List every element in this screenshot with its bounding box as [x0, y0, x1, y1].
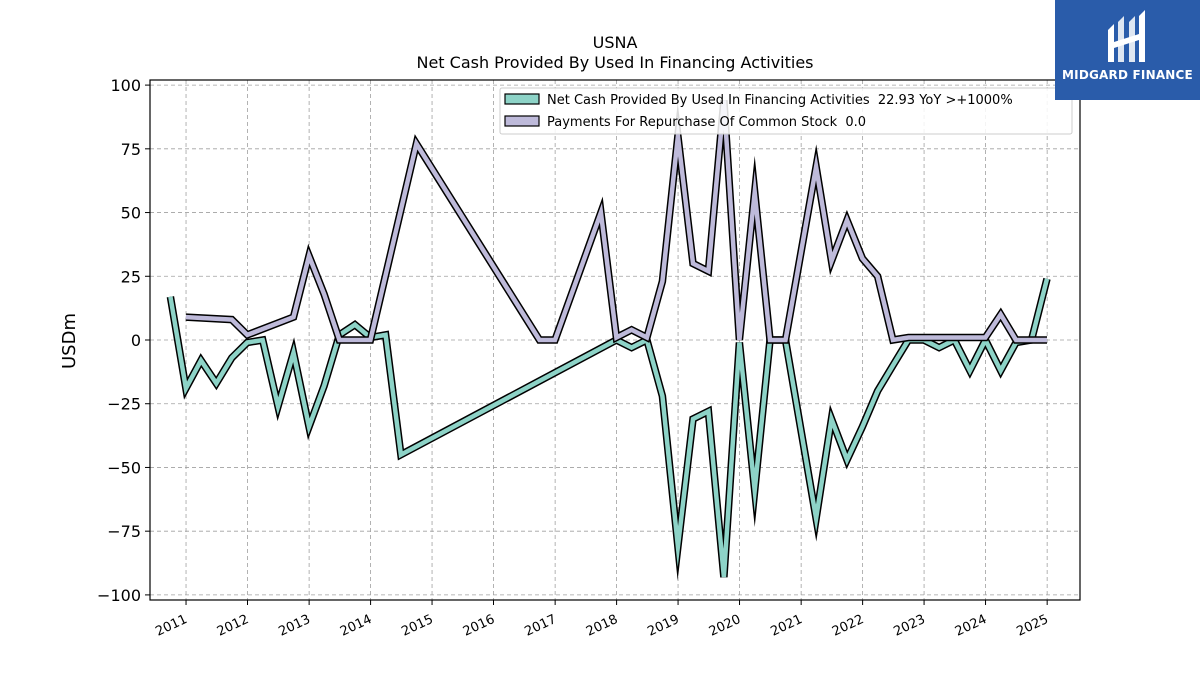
y-tick-label: −100	[97, 586, 141, 605]
series-layer	[166, 100, 1051, 581]
x-tick-label: 2019	[645, 612, 681, 640]
x-tick-label: 2014	[338, 612, 374, 640]
x-tick-label: 2011	[153, 612, 189, 640]
brand-name: MIDGARD FINANCE	[1062, 68, 1193, 82]
x-tick-label: 2016	[461, 612, 497, 640]
x-tick-label: 2024	[953, 612, 989, 640]
series-outline-net-cash-financing	[166, 277, 1051, 581]
brand-logo: MIDGARD FINANCE	[1055, 0, 1200, 100]
x-axis: 2011 2012 2013 2014 2015 2016 2017 2018 2019 2020…	[153, 600, 1051, 640]
y-tick-label: 25	[121, 267, 141, 286]
x-tick-label: 2018	[584, 612, 620, 640]
x-tick-label: 2017	[522, 612, 558, 640]
y-tick-label: −25	[107, 395, 141, 414]
x-tick-label: 2022	[830, 612, 866, 640]
legend: Net Cash Provided By Used In Financing A…	[499, 87, 1073, 135]
chart-subtitle: Net Cash Provided By Used In Financing A…	[416, 53, 813, 72]
legend-swatch-repurchase	[504, 115, 540, 127]
legend-box	[499, 87, 1073, 135]
x-tick-label: 2015	[399, 612, 435, 640]
y-axis: −100 −75 −50 −25 0 25 50 75 100	[97, 76, 150, 605]
chart-title: USNA	[593, 33, 638, 52]
x-tick-label: 2023	[891, 612, 927, 640]
legend-label-net-cash: Net Cash Provided By Used In Financing A…	[547, 93, 1013, 108]
series-line-net-cash-financing	[168, 278, 1050, 578]
y-axis-label: USDm	[59, 313, 80, 369]
x-tick-label: 2021	[769, 612, 805, 640]
x-tick-label: 2020	[707, 612, 743, 640]
midgard-logo-icon	[1108, 10, 1145, 62]
y-tick-label: −75	[107, 522, 141, 541]
y-tick-label: 50	[121, 204, 141, 223]
x-tick-label: 2012	[215, 612, 251, 640]
y-tick-label: 75	[121, 140, 141, 159]
legend-swatch-net-cash	[504, 93, 540, 105]
y-tick-label: −50	[107, 458, 141, 477]
legend-label-repurchase: Payments For Repurchase Of Common Stock …	[547, 115, 866, 130]
x-tick-label: 2025	[1015, 612, 1051, 640]
x-tick-label: 2013	[276, 612, 312, 640]
y-tick-label: 0	[131, 331, 141, 350]
y-tick-label: 100	[110, 76, 141, 95]
